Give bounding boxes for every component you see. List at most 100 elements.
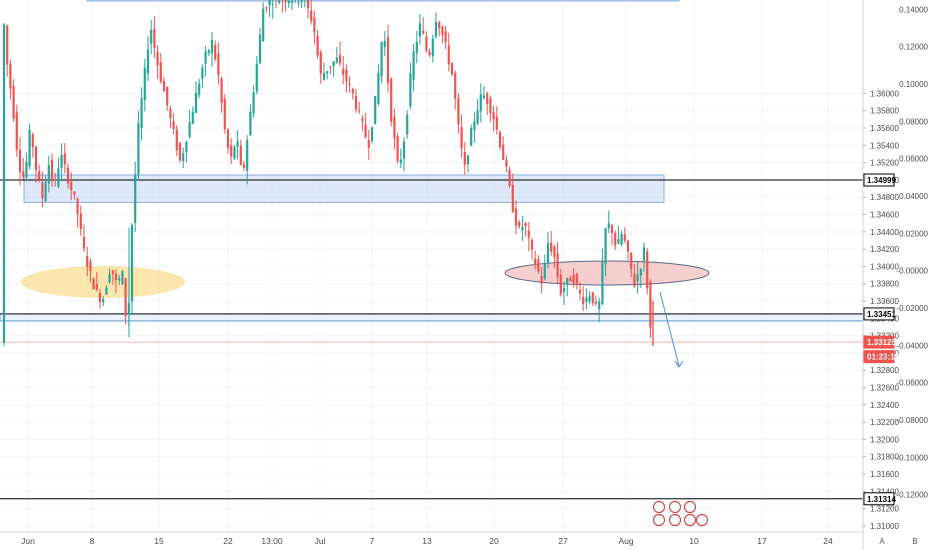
- price-axis: 1.360001.358001.356001.354001.352001.350…: [862, 0, 929, 550]
- event-flag-icon[interactable]: [668, 500, 682, 514]
- auto-scale-button[interactable]: A: [879, 537, 885, 546]
- candle-body: [396, 136, 399, 162]
- candles: [2, 0, 654, 347]
- event-flag-icon[interactable]: [683, 500, 697, 514]
- percent-tick-label: 0.06000: [899, 155, 928, 164]
- candle-body: [476, 110, 479, 124]
- candle-body: [393, 116, 396, 139]
- candle-body: [620, 233, 623, 245]
- candle-body: [534, 258, 537, 265]
- candle-body: [380, 42, 383, 77]
- candle-body: [537, 259, 540, 272]
- candle-body: [287, 0, 290, 4]
- candle-body: [521, 226, 524, 231]
- projection-arrow-line: [659, 291, 680, 367]
- candle-body: [383, 40, 386, 47]
- time-tick-label: Jun: [21, 536, 35, 546]
- candle-body: [204, 51, 207, 64]
- candle-body: [601, 261, 604, 304]
- candle-body: [374, 96, 377, 125]
- candle-body: [444, 31, 447, 43]
- candle-body: [466, 155, 470, 164]
- candle-body: [425, 36, 428, 51]
- candle-body: [28, 129, 31, 167]
- price-tag-box: [863, 492, 895, 506]
- candle-body: [89, 261, 92, 272]
- projection-arrow-head: [674, 360, 684, 368]
- time-axis: Jun 8 15 22 13:00 Jul 7 13 20 27 Aug 10 17 24: [0, 531, 863, 546]
- candle-body: [342, 68, 345, 75]
- price-tag-label: 1.33125: [867, 338, 896, 347]
- price-tick-label: 1.35600: [870, 124, 899, 133]
- percent-tick-label: -0.00000: [896, 267, 928, 276]
- candle-body: [233, 146, 236, 159]
- candle-body: [630, 252, 633, 269]
- candle-body: [210, 40, 214, 54]
- candle-body: [66, 167, 70, 184]
- candle-body: [508, 169, 511, 186]
- candle-body: [310, 10, 313, 22]
- candle-body: [447, 45, 450, 65]
- candle-body: [207, 50, 210, 54]
- candle-body: [354, 95, 358, 110]
- candle-body: [524, 222, 527, 227]
- candle-body: [422, 30, 425, 34]
- candle-body: [434, 21, 438, 37]
- candle-body: [582, 296, 585, 305]
- candle-body: [290, 0, 294, 3]
- candle-body: [460, 127, 463, 149]
- candle-body: [390, 78, 393, 122]
- candle-body: [562, 288, 566, 292]
- candle-body: [185, 141, 188, 153]
- price-tick-label: 1.34600: [870, 211, 899, 220]
- candle-body: [249, 111, 252, 136]
- candle-body: [335, 57, 338, 63]
- candle-body: [505, 160, 508, 167]
- event-flag-icon[interactable]: [652, 513, 666, 527]
- candle-body: [63, 153, 66, 165]
- candle-body: [201, 67, 204, 79]
- candle-body: [38, 171, 41, 180]
- event-flag-icon[interactable]: [695, 513, 709, 527]
- candle-body: [226, 129, 230, 149]
- candle-body: [406, 114, 409, 135]
- time-tick-label: 22: [223, 536, 233, 546]
- candle-body: [492, 111, 495, 120]
- candle-body: [118, 278, 121, 281]
- candle-body: [230, 145, 233, 157]
- candle-body: [271, 3, 274, 6]
- candle-body: [514, 208, 518, 226]
- event-flag-icon[interactable]: [652, 500, 666, 514]
- candle-body: [191, 111, 194, 124]
- candle-body: [550, 242, 553, 252]
- candle-body: [367, 140, 370, 148]
- support-ellipse-red: [504, 260, 710, 286]
- candle-body: [134, 174, 137, 223]
- percent-tick-label: -0.10000: [896, 453, 928, 462]
- candle-body: [588, 296, 591, 301]
- candle-body: [198, 83, 201, 95]
- candle-body: [559, 274, 562, 295]
- event-flag-icon[interactable]: [668, 513, 682, 527]
- price-tick-label: 1.31800: [870, 453, 899, 462]
- candle-body: [306, 0, 310, 9]
- candle-body: [236, 140, 239, 147]
- candle-body: [553, 246, 556, 258]
- percent-tick-label: -0.06000: [896, 379, 928, 388]
- candle-body: [169, 108, 172, 118]
- candle-body: [76, 198, 79, 214]
- candle-body: [556, 253, 559, 278]
- candle-body: [626, 240, 630, 252]
- candle-body: [639, 269, 642, 276]
- candle-body: [47, 165, 50, 184]
- candle-body: [649, 281, 652, 328]
- candle-body: [364, 124, 367, 138]
- log-scale-button[interactable]: B: [912, 537, 917, 546]
- event-flag-icon[interactable]: [683, 513, 697, 527]
- candle-body: [598, 301, 601, 309]
- candle-body: [82, 236, 86, 249]
- drawing-overlays: [659, 291, 684, 368]
- price-tag-box: [863, 173, 895, 187]
